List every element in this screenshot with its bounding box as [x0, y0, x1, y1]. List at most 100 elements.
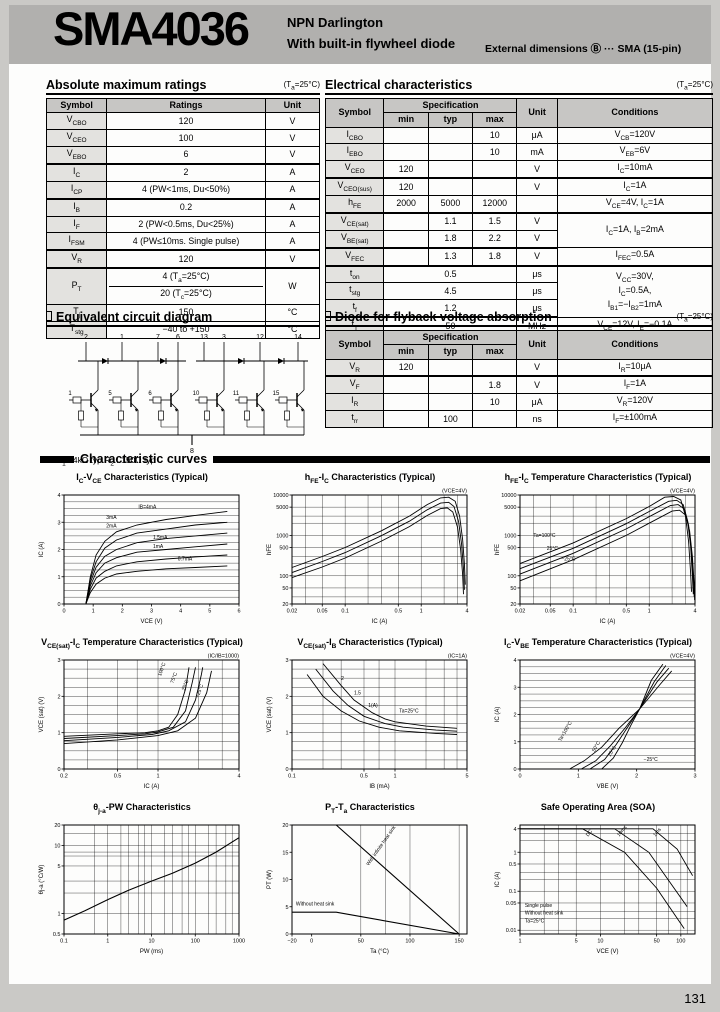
svg-text:−20: −20 [287, 939, 296, 945]
cell-conditions: IFEC=0.5A [556, 247, 714, 267]
page-number: 131 [684, 991, 706, 1006]
cell-min [383, 229, 429, 249]
svg-text:150: 150 [455, 939, 464, 945]
table-body: ICBO 10 μA VCB=120V IEBO 10 mA VEB=6V VCEO 120 V IC… [324, 126, 714, 353]
svg-text:3: 3 [285, 658, 288, 664]
cell-min [383, 393, 429, 412]
diode-table: Symbol Specification Unit Conditions min typ m… [324, 329, 714, 428]
svg-text:1.5mA: 1.5mA [153, 535, 168, 541]
cell-max [472, 410, 518, 428]
svg-text:With infinite heat sink: With infinite heat sink [365, 824, 397, 867]
svg-text:5: 5 [57, 864, 60, 870]
cell-symbol: ICBO [324, 126, 385, 145]
cell-rating: 0.2 [106, 198, 266, 217]
svg-text:0.5: 0.5 [622, 609, 630, 615]
cell-symbol: ICP [45, 180, 108, 200]
svg-text:4: 4 [693, 609, 696, 615]
section-marker-icon [325, 311, 331, 321]
svg-text:50: 50 [654, 939, 660, 945]
cell-unit: A [264, 163, 321, 182]
svg-text:0.7mA: 0.7mA [178, 556, 193, 562]
svg-text:IC (A): IC (A) [600, 619, 616, 625]
column-header: max [472, 344, 518, 360]
cell-symbol: VCE(sat) [324, 212, 385, 231]
table-row: VR 120 V [45, 249, 321, 270]
svg-text:0.05: 0.05 [506, 901, 517, 907]
svg-text:2: 2 [285, 694, 288, 700]
circuit-title: Equivalent circuit diagram [46, 310, 212, 324]
column-header: max [472, 112, 518, 128]
svg-text:(IC=1A): (IC=1A) [448, 654, 467, 660]
cell-conditions: VCB=120V [556, 126, 714, 145]
abs-max-table: Symbol Ratings Unit VCBO 120 V VCEO 100 V VEBO 6 V I… [45, 97, 321, 339]
cell-unit: W [264, 267, 321, 305]
cell-symbol: tf [324, 299, 385, 319]
cell-unit: V [264, 249, 321, 270]
chart-title: VCE(sat)-IC Temperature Characteristics … [41, 637, 243, 650]
svg-text:25°C: 25°C [607, 745, 618, 758]
chart-plot: 1 5 10 50 100 0.01 0.05 0.1 0.5 1 4 DC 10ms 1ms Single… [495, 824, 696, 955]
cell-typ: 1.3 [427, 247, 474, 267]
cell-symbol: VR [324, 358, 385, 378]
svg-text:PT (W): PT (W) [267, 870, 273, 889]
cell-unit: V [516, 212, 558, 231]
svg-text:12: 12 [256, 334, 264, 341]
cell-unit: V [264, 129, 321, 147]
chart: Safe Operating Area (SOA) 1 5 10 50 100 0.01 0.… [484, 802, 712, 955]
cell-spec: 4.5 [383, 282, 518, 301]
cell-typ [427, 126, 474, 145]
svg-text:3mA: 3mA [106, 515, 117, 521]
cell-typ [427, 177, 474, 197]
svg-text:0: 0 [518, 774, 521, 780]
cell-symbol: VCEO [45, 129, 108, 147]
svg-text:500: 500 [279, 546, 288, 552]
svg-text:0: 0 [57, 602, 60, 608]
table-row: IFSM 4 (PW≤10ms. Single pulse) A [45, 232, 321, 252]
column-header: Symbol [324, 98, 385, 128]
cell-typ: 100 [427, 410, 474, 428]
cell-conditions: IC=1A [556, 177, 714, 197]
cell-symbol: VEBO [45, 145, 108, 165]
section-bar [213, 455, 710, 463]
column-header: min [383, 112, 429, 128]
svg-text:1: 1 [57, 575, 60, 581]
chart-title: θj-a-PW Characteristics [93, 802, 191, 815]
cell-symbol: IB [45, 198, 108, 217]
header-subtitle: NPN Darlington With built-in flywheel di… [287, 12, 455, 55]
svg-text:θj-a (°C/W): θj-a (°C/W) [39, 865, 45, 895]
svg-text:−25°C: −25°C [561, 556, 575, 562]
column-header: Specification [383, 97, 518, 114]
section-title: Absolute maximum ratings (Ta=25°C) [46, 78, 320, 95]
svg-text:1mA: 1mA [153, 544, 164, 550]
svg-text:10000: 10000 [501, 493, 516, 499]
svg-text:1000: 1000 [504, 533, 516, 539]
chart-plot: 0 1 2 3 4 5 6 0 1 2 3 4 IB=4mA 3mA 2mA 1.5mA 1mA 0.7mA VCE… [39, 493, 241, 625]
electrical-table: Symbol Specification Unit Conditions min typ m… [324, 97, 714, 353]
svg-text:5: 5 [208, 609, 211, 615]
cell-rating: 100 [106, 129, 266, 147]
cell-conditions: VR=120V [556, 393, 714, 412]
diode-temp: (Ta=25°C) [676, 312, 713, 324]
cell-min: 120 [383, 358, 429, 378]
svg-text:20: 20 [510, 602, 516, 608]
cell-symbol: IF [45, 215, 108, 234]
table-row: VEBO 6 V [45, 145, 321, 165]
table-head: Symbol Specification Unit Conditions min typ m… [324, 329, 714, 360]
svg-text:IB (mA): IB (mA) [369, 784, 389, 790]
svg-text:Ta=100°C: Ta=100°C [557, 720, 573, 743]
svg-text:(VCE=4V): (VCE=4V) [670, 489, 695, 495]
svg-text:1: 1 [420, 609, 423, 615]
section-bar [40, 455, 74, 463]
cell-conditions: IC=10mA [556, 160, 714, 180]
svg-text:hFE: hFE [267, 544, 273, 555]
cell-conditions: IF=1A [556, 375, 714, 395]
chart-plot: 0.02 0.05 0.1 0.5 1 4 20 50 100 500 1000 5000 10000 (… [267, 489, 469, 626]
cell-symbol: VCEO(sus) [324, 177, 385, 197]
svg-text:VCE (sat) (V): VCE (sat) (V) [267, 697, 273, 733]
svg-text:10ms: 10ms [616, 824, 629, 838]
cell-symbol: VFEC [324, 247, 385, 267]
chart: hFE-IC Characteristics (Typical) 0.02 0.05… [256, 472, 484, 625]
cell-conditions: IF=±100mA [556, 410, 714, 428]
svg-text:3: 3 [57, 520, 60, 526]
cell-min: 120 [383, 160, 429, 180]
